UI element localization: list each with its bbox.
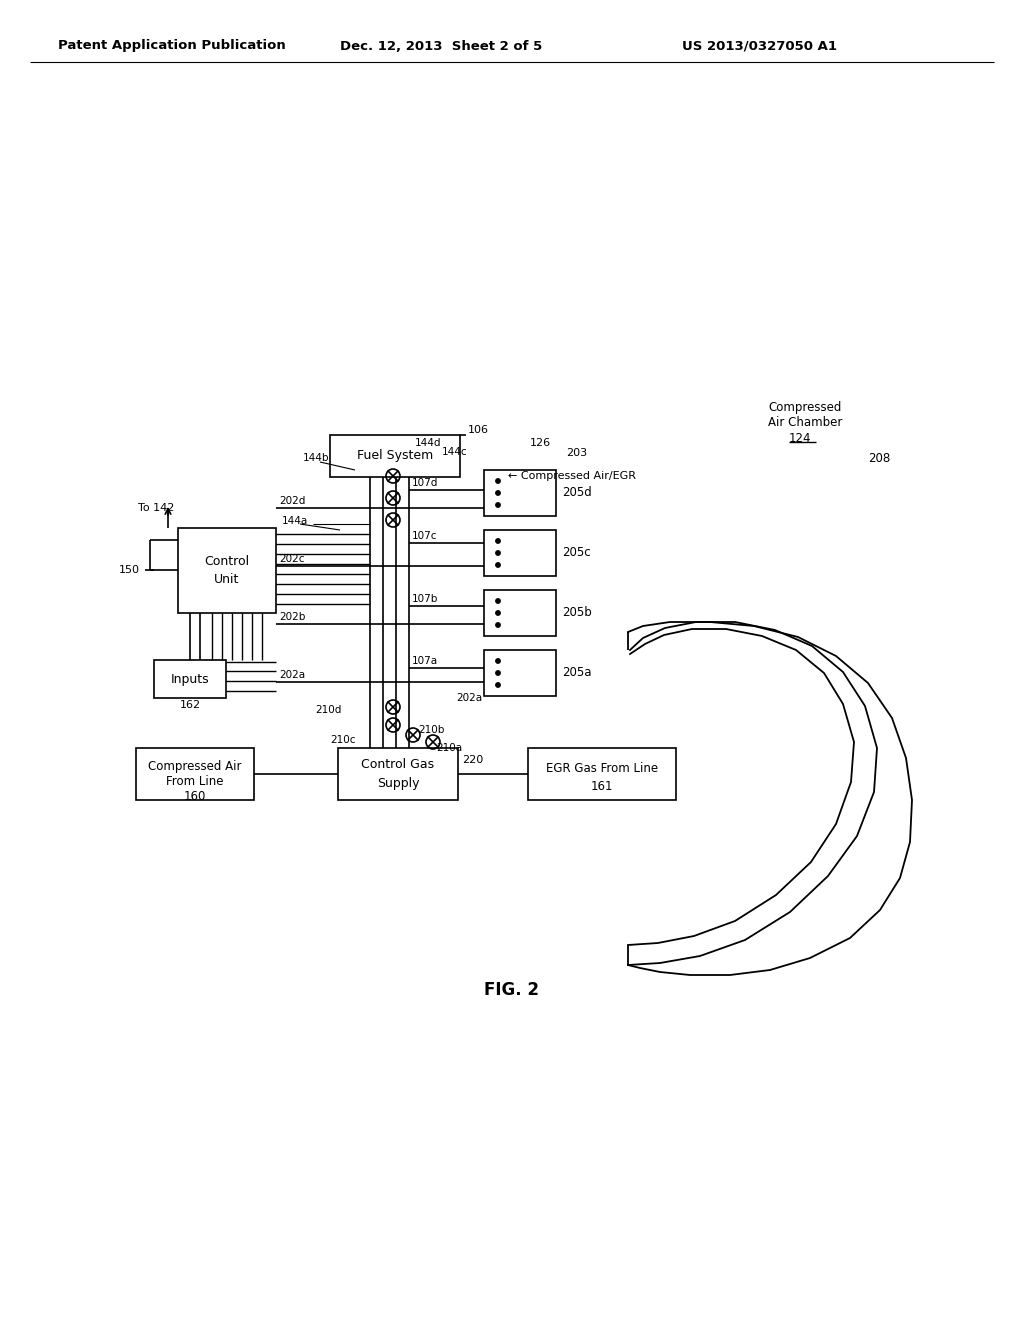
Text: 144b: 144b: [303, 453, 330, 463]
Text: 150: 150: [119, 565, 140, 576]
Text: Patent Application Publication: Patent Application Publication: [58, 40, 286, 53]
Text: 160: 160: [184, 789, 206, 803]
Text: FIG. 2: FIG. 2: [484, 981, 540, 999]
Text: 162: 162: [179, 700, 201, 710]
Text: From Line: From Line: [166, 775, 224, 788]
Text: 203: 203: [566, 447, 587, 458]
Bar: [178, 528, 276, 612]
Circle shape: [496, 479, 500, 483]
Text: Inputs: Inputs: [171, 672, 209, 685]
Circle shape: [496, 682, 500, 688]
Text: EGR Gas From Line: EGR Gas From Line: [546, 762, 658, 775]
Bar: [338, 748, 458, 800]
Text: 205b: 205b: [562, 606, 592, 619]
Text: Fuel System: Fuel System: [357, 450, 433, 462]
Circle shape: [496, 623, 500, 627]
Text: US 2013/0327050 A1: US 2013/0327050 A1: [682, 40, 837, 53]
Text: 205c: 205c: [562, 546, 591, 560]
Bar: [528, 748, 676, 800]
Text: 202d: 202d: [279, 496, 305, 506]
Text: 205d: 205d: [562, 487, 592, 499]
Text: 210d: 210d: [315, 705, 341, 715]
Text: 107b: 107b: [412, 594, 438, 605]
Text: Unit: Unit: [214, 573, 240, 586]
Text: 210c: 210c: [330, 735, 355, 744]
Text: 202a: 202a: [456, 693, 482, 704]
Text: Dec. 12, 2013  Sheet 2 of 5: Dec. 12, 2013 Sheet 2 of 5: [340, 40, 543, 53]
Text: 208: 208: [868, 451, 890, 465]
Text: 220: 220: [462, 755, 483, 766]
Text: 202a: 202a: [279, 671, 305, 680]
Text: Supply: Supply: [377, 776, 419, 789]
Text: 124: 124: [788, 432, 811, 445]
Text: 210a: 210a: [436, 743, 462, 752]
Bar: [484, 649, 556, 696]
Bar: [330, 436, 460, 477]
Text: Control: Control: [205, 554, 250, 568]
Circle shape: [496, 599, 500, 603]
Text: 210b: 210b: [418, 725, 444, 735]
Circle shape: [496, 550, 500, 556]
Circle shape: [496, 671, 500, 676]
Text: 205a: 205a: [562, 667, 592, 680]
Text: 107d: 107d: [412, 478, 438, 488]
Text: 107c: 107c: [412, 531, 437, 541]
Text: Air Chamber: Air Chamber: [768, 416, 843, 429]
Bar: [484, 531, 556, 576]
Circle shape: [496, 611, 500, 615]
Text: To 142: To 142: [138, 503, 174, 513]
Text: Compressed Air: Compressed Air: [148, 760, 242, 774]
Text: 202c: 202c: [279, 554, 304, 564]
Text: Control Gas: Control Gas: [361, 759, 434, 771]
Text: 161: 161: [591, 780, 613, 793]
Text: 126: 126: [530, 438, 551, 447]
Text: 144c: 144c: [442, 447, 468, 457]
Text: 144a: 144a: [282, 516, 308, 525]
Text: 107a: 107a: [412, 656, 438, 667]
Text: ← Compressed Air/EGR: ← Compressed Air/EGR: [508, 471, 636, 480]
Bar: [136, 748, 254, 800]
Text: 144d: 144d: [415, 438, 441, 447]
Circle shape: [496, 503, 500, 507]
Circle shape: [496, 659, 500, 663]
Bar: [154, 660, 226, 698]
Text: 202b: 202b: [279, 612, 305, 622]
Circle shape: [496, 491, 500, 495]
Text: 106: 106: [468, 425, 489, 436]
Bar: [484, 590, 556, 636]
Circle shape: [496, 562, 500, 568]
Circle shape: [496, 539, 500, 544]
Text: Compressed: Compressed: [768, 401, 842, 414]
Bar: [484, 470, 556, 516]
